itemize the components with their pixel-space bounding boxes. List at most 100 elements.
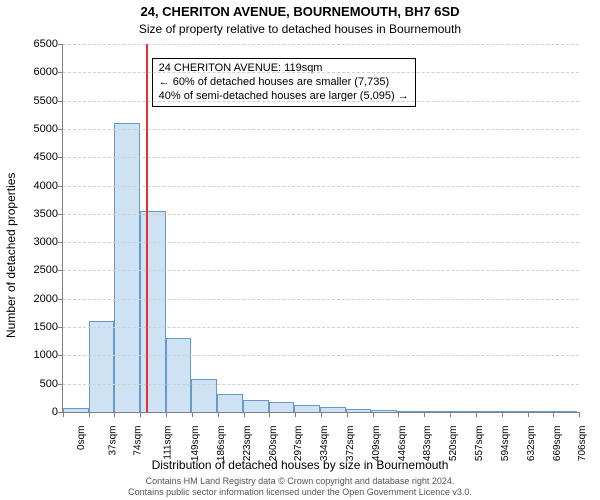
histogram-bar xyxy=(397,411,423,412)
xtick-label: 446sqm xyxy=(397,426,408,462)
xtick-mark xyxy=(269,412,270,417)
ytick-label: 2000 xyxy=(8,293,58,305)
ytick-mark xyxy=(58,157,63,158)
chart-subtitle: Size of property relative to detached ho… xyxy=(0,22,600,36)
ytick-label: 3000 xyxy=(8,236,58,248)
xtick-label: 520sqm xyxy=(448,426,459,462)
annotation-line1: 24 CHERITON AVENUE: 119sqm xyxy=(159,62,409,76)
xtick-label: 557sqm xyxy=(474,426,485,462)
footer: Contains HM Land Registry data © Crown c… xyxy=(0,476,600,498)
footer-line2: Contains public sector information licen… xyxy=(0,487,600,498)
histogram-bar xyxy=(114,123,140,412)
ytick-label: 5500 xyxy=(8,95,58,107)
y-axis-label: Number of detached properties xyxy=(4,173,18,338)
ytick-mark xyxy=(58,355,63,356)
xtick-mark xyxy=(321,412,322,417)
gridline xyxy=(63,355,579,356)
xtick-mark xyxy=(398,412,399,417)
gridline xyxy=(63,214,579,215)
histogram-bar xyxy=(448,411,474,412)
xtick-mark xyxy=(424,412,425,417)
ytick-label: 1000 xyxy=(8,349,58,361)
xtick-mark xyxy=(528,412,529,417)
ytick-label: 0 xyxy=(8,406,58,418)
chart-title: 24, CHERITON AVENUE, BOURNEMOUTH, BH7 6S… xyxy=(0,4,600,19)
ytick-label: 5000 xyxy=(8,123,58,135)
footer-line1: Contains HM Land Registry data © Crown c… xyxy=(0,476,600,487)
histogram-bar xyxy=(371,410,397,412)
marker-line xyxy=(146,44,148,412)
xtick-label: 111sqm xyxy=(163,426,174,460)
gridline xyxy=(63,157,579,158)
xtick-label: 37sqm xyxy=(107,426,118,456)
histogram-bar xyxy=(269,402,295,412)
histogram-bar xyxy=(166,338,192,412)
xtick-label: 372sqm xyxy=(345,426,356,462)
ytick-label: 3500 xyxy=(8,208,58,220)
gridline xyxy=(63,129,579,130)
histogram-bar xyxy=(320,407,346,412)
xtick-label: 409sqm xyxy=(371,426,382,462)
histogram-bar xyxy=(243,400,269,412)
histogram-bar xyxy=(526,411,552,412)
xtick-label: 297sqm xyxy=(293,426,304,462)
ytick-mark xyxy=(58,129,63,130)
ytick-label: 6500 xyxy=(8,38,58,50)
xtick-mark xyxy=(373,412,374,417)
gridline xyxy=(63,186,579,187)
gridline xyxy=(63,72,579,73)
histogram-bar xyxy=(551,411,577,412)
histogram-bar xyxy=(474,411,500,412)
ytick-mark xyxy=(58,384,63,385)
gridline xyxy=(63,384,579,385)
xtick-mark xyxy=(89,412,90,417)
gridline xyxy=(63,44,579,45)
xtick-label: 669sqm xyxy=(552,426,563,462)
histogram-bar xyxy=(63,408,89,412)
ytick-mark xyxy=(58,44,63,45)
xtick-mark xyxy=(140,412,141,417)
histogram-bar xyxy=(500,411,526,412)
xtick-mark xyxy=(579,412,580,417)
xtick-label: 223sqm xyxy=(242,426,253,462)
xtick-label: 483sqm xyxy=(423,426,434,462)
ytick-label: 4500 xyxy=(8,151,58,163)
histogram-bar xyxy=(89,321,115,412)
xtick-label: 706sqm xyxy=(577,426,588,462)
gridline xyxy=(63,101,579,102)
xtick-mark xyxy=(218,412,219,417)
annotation-line2: ← 60% of detached houses are smaller (7,… xyxy=(159,76,409,90)
ytick-mark xyxy=(58,270,63,271)
xtick-label: 632sqm xyxy=(526,426,537,462)
ytick-label: 1500 xyxy=(8,321,58,333)
xtick-label: 74sqm xyxy=(133,426,144,456)
gridline xyxy=(63,242,579,243)
xtick-label: 594sqm xyxy=(500,426,511,462)
xtick-label: 334sqm xyxy=(319,426,330,462)
ytick-mark xyxy=(58,101,63,102)
plot-area: 24 CHERITON AVENUE: 119sqm ← 60% of deta… xyxy=(62,44,579,413)
ytick-mark xyxy=(58,186,63,187)
xtick-mark xyxy=(476,412,477,417)
xtick-mark xyxy=(63,412,64,417)
ytick-mark xyxy=(58,327,63,328)
histogram-bar xyxy=(423,411,449,412)
xtick-label: 0sqm xyxy=(76,426,87,450)
xtick-mark xyxy=(553,412,554,417)
ytick-mark xyxy=(58,72,63,73)
ytick-mark xyxy=(58,242,63,243)
gridline xyxy=(63,327,579,328)
ytick-label: 4000 xyxy=(8,180,58,192)
xtick-label: 186sqm xyxy=(216,426,227,462)
ytick-label: 2500 xyxy=(8,264,58,276)
xtick-mark xyxy=(295,412,296,417)
histogram-bar xyxy=(217,394,243,412)
ytick-label: 500 xyxy=(8,378,58,390)
gridline xyxy=(63,299,579,300)
xtick-mark xyxy=(244,412,245,417)
xtick-mark xyxy=(347,412,348,417)
ytick-label: 6000 xyxy=(8,66,58,78)
xtick-mark xyxy=(166,412,167,417)
xtick-label: 149sqm xyxy=(191,426,202,462)
histogram-bar xyxy=(346,409,372,412)
